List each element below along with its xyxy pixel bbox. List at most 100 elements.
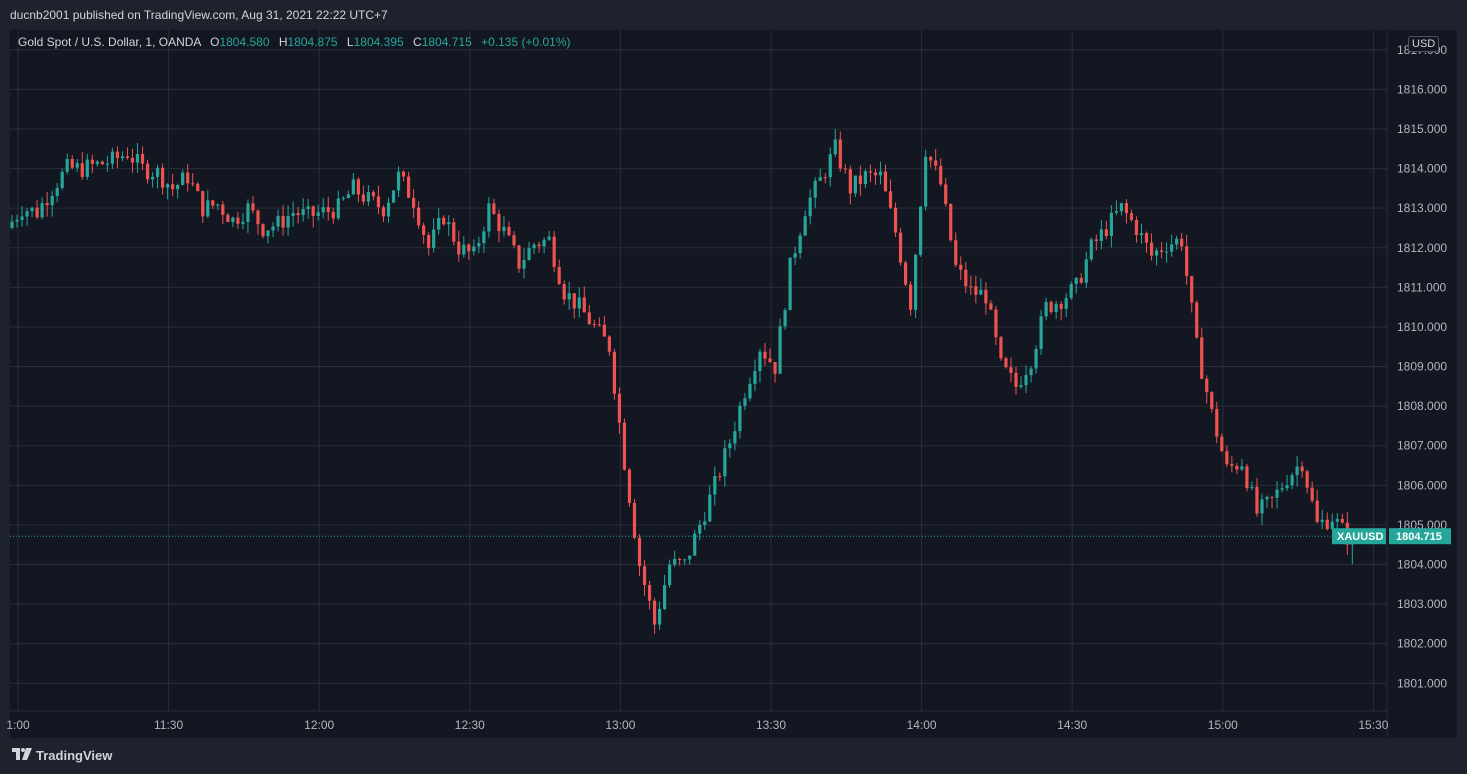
candle [888,179,893,210]
candle [678,557,682,566]
candle [161,163,165,195]
candle [848,165,852,205]
candle-body [1250,486,1254,489]
high-label: H [278,35,288,49]
candle-body [1144,233,1149,243]
candle [833,128,837,157]
symbol-title[interactable]: Gold Spot / U.S. Dollar, 1, OANDA [18,35,201,49]
candle-body [924,156,928,207]
candle-body [1335,518,1339,522]
candle [155,164,160,189]
candle-body [1034,348,1038,369]
candle [537,241,541,253]
price-tick-label: 1808.000 [1397,399,1447,413]
candle [1039,309,1043,356]
candle [85,154,89,180]
chart-frame[interactable] [10,30,1457,738]
time-tick-label: 14:30 [1057,718,1087,732]
candle-body [908,284,913,310]
candle [396,166,401,197]
candle-body [572,293,576,309]
candle [221,200,225,225]
candle-body [898,232,903,263]
candle-body [261,224,265,237]
candle [341,196,345,201]
candle-body [919,206,923,255]
candle-body [1300,466,1304,472]
candle [944,178,948,207]
candle-body [828,154,832,178]
candle-body [632,502,637,538]
candle-body [803,216,807,236]
tradingview-logo[interactable]: TradingView [12,748,112,763]
candle [171,173,175,197]
candle-body [617,393,622,423]
candle [1084,251,1088,288]
candle [582,286,586,313]
candle [1320,509,1324,530]
candle [753,359,757,392]
candle [246,199,250,233]
candle-body [472,246,476,252]
candle [522,248,526,279]
candle-body [30,207,34,212]
candle-body [843,168,847,170]
time-tick-label: 1:00 [6,718,30,732]
candle-body [1024,375,1028,386]
candle [1114,200,1118,216]
candle [462,236,466,258]
currency-badge[interactable]: USD [1408,36,1440,52]
candle [808,189,812,225]
price-axis[interactable]: 1817.0001816.0001815.0001814.0001813.000… [1397,43,1447,690]
candle [125,147,130,160]
candle-body [798,235,802,254]
candle [783,307,787,330]
candle-body [1014,372,1018,387]
candle [306,198,310,219]
candle [627,467,632,507]
price-tick-label: 1816.000 [1397,82,1447,96]
candle-body [351,179,355,195]
candle [1044,297,1048,320]
candle [467,243,471,260]
candle-body [728,443,732,449]
time-axis[interactable]: 1:00 11:30 12:00 12:30 13:00 13:30 14:00 14:30 1… [6,718,1388,732]
candle [55,182,59,203]
candle [698,519,702,541]
candle [286,205,290,236]
candle [1215,401,1219,444]
candle-body [577,297,581,309]
candle [577,287,581,318]
candle-body [683,559,687,561]
candle [391,190,396,204]
candle-body [778,326,782,374]
candle-body [733,431,737,444]
candle [321,197,325,219]
candle [316,204,320,221]
candle-body [1205,378,1209,393]
candle-body [964,269,968,287]
candle-body [622,422,627,470]
candle-body [366,192,371,202]
candle [984,282,988,315]
candle [130,148,135,173]
candle-body [1149,242,1154,256]
candle-body [346,194,350,199]
candle [718,472,722,481]
candle-body [592,324,596,326]
candle-body [20,216,24,220]
candle [768,348,772,364]
candle [733,421,737,451]
candle-body [221,204,225,215]
candle-body [979,289,983,295]
candle [994,306,998,346]
candle-body [582,297,586,313]
candle-body [823,177,827,179]
candle-body [406,176,411,198]
candle-body [673,558,677,565]
candle-body [55,187,59,196]
candle [597,317,601,327]
candle-body [1270,496,1274,498]
candle [542,237,546,254]
